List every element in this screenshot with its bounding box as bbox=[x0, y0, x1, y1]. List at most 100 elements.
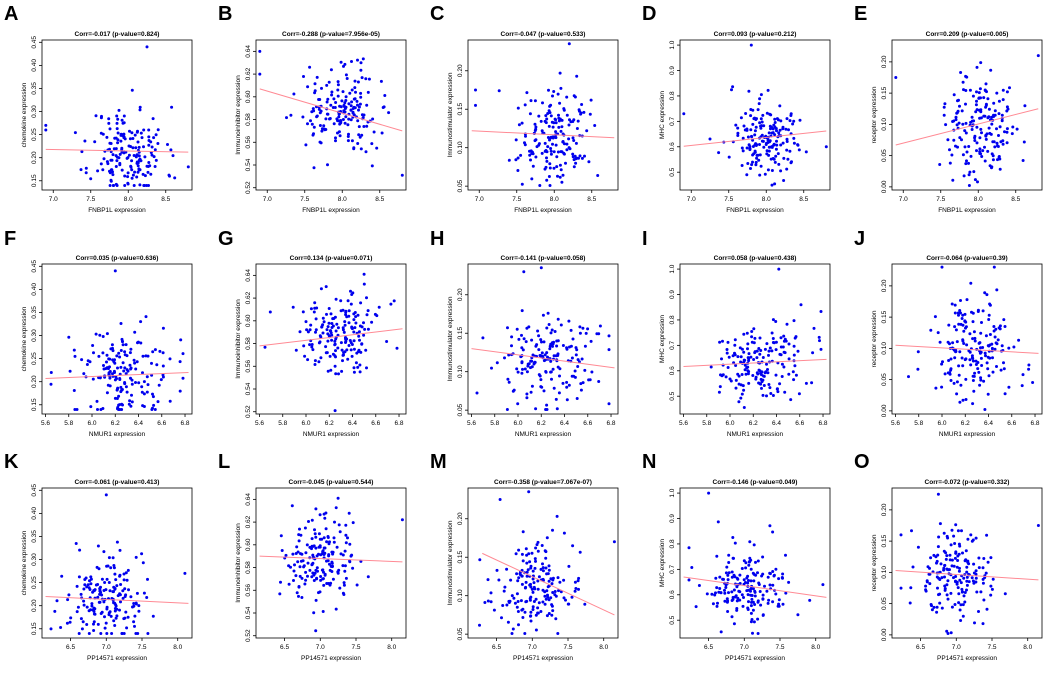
scatter-point bbox=[750, 618, 754, 621]
scatter-point bbox=[744, 566, 748, 570]
scatter-point bbox=[98, 333, 102, 337]
scatter-point bbox=[119, 365, 123, 369]
scatter-point bbox=[773, 160, 777, 164]
scatter-point bbox=[959, 603, 963, 607]
scatter-point bbox=[776, 390, 780, 394]
x-axis-label: FNBP1L expression bbox=[88, 207, 146, 214]
scatter-point bbox=[335, 545, 339, 549]
scatter-point bbox=[142, 184, 146, 187]
x-tick-label: 7.0 bbox=[49, 196, 58, 203]
scatter-point bbox=[119, 349, 123, 352]
scatter-point bbox=[774, 154, 778, 158]
scatter-point bbox=[352, 339, 356, 343]
scatter-point bbox=[347, 321, 351, 325]
scatter-point bbox=[899, 533, 903, 537]
scatter-point bbox=[979, 96, 982, 100]
scatter-point bbox=[772, 123, 776, 127]
scatter-point bbox=[580, 103, 584, 106]
scatter-point bbox=[313, 306, 317, 310]
scatter-point bbox=[740, 392, 744, 396]
scatter-point bbox=[781, 141, 785, 145]
scatter-point bbox=[554, 397, 558, 401]
scatter-point bbox=[313, 82, 317, 86]
scatter-point bbox=[507, 158, 511, 162]
scatter-point bbox=[751, 160, 754, 164]
scatter-point bbox=[997, 155, 1001, 158]
scatter-point bbox=[1001, 88, 1005, 92]
scatter-point bbox=[344, 309, 348, 313]
scatter-point bbox=[343, 62, 347, 66]
scatter-point bbox=[92, 351, 95, 355]
scatter-point bbox=[549, 147, 553, 150]
y-axis-label: MHC expression bbox=[659, 539, 666, 587]
scatter-point bbox=[781, 572, 785, 576]
scatter-point bbox=[728, 377, 732, 381]
scatter-point bbox=[742, 559, 746, 563]
scatter-point bbox=[337, 523, 341, 527]
scatter-point bbox=[953, 542, 957, 545]
scatter-point bbox=[82, 587, 86, 591]
scatter-point bbox=[733, 353, 737, 357]
x-tick-label: 7.5 bbox=[724, 196, 733, 203]
scatter-point bbox=[785, 167, 789, 171]
scatter-point bbox=[740, 373, 744, 376]
scatter-point bbox=[533, 566, 537, 570]
y-tick-label: 0.45 bbox=[31, 484, 38, 497]
scatter-point bbox=[153, 165, 157, 168]
scatter-point bbox=[105, 391, 109, 395]
scatter-point bbox=[757, 347, 761, 350]
scatter-point bbox=[117, 394, 121, 398]
scatter-point bbox=[357, 334, 361, 338]
scatter-point bbox=[955, 340, 959, 344]
scatter-point bbox=[318, 111, 322, 115]
scatter-point bbox=[525, 553, 529, 557]
scatter-point bbox=[120, 146, 124, 150]
scatter-point bbox=[1012, 345, 1016, 349]
scatter-point bbox=[520, 574, 524, 578]
scatter-point bbox=[986, 97, 990, 101]
scatter-point bbox=[114, 136, 118, 140]
scatter-point bbox=[72, 389, 76, 392]
y-tick-label: 0.20 bbox=[881, 55, 888, 68]
scatter-point bbox=[963, 312, 967, 316]
scatter-point bbox=[109, 566, 113, 570]
scatter-point bbox=[336, 326, 340, 330]
scatter-point bbox=[104, 493, 108, 497]
scatter-point bbox=[310, 537, 314, 541]
scatter-point bbox=[746, 356, 750, 360]
scatter-point bbox=[109, 168, 113, 172]
x-tick-label: 7.5 bbox=[936, 196, 945, 203]
scatter-point bbox=[100, 610, 104, 614]
scatter-point bbox=[336, 83, 340, 87]
scatter-point bbox=[969, 120, 973, 124]
scatter-point bbox=[183, 571, 187, 575]
scatter-point bbox=[332, 122, 336, 126]
scatter-point bbox=[300, 552, 304, 556]
scatter-point bbox=[569, 328, 573, 332]
scatter-point bbox=[780, 362, 784, 366]
scatter-point bbox=[115, 584, 119, 588]
scatter-point bbox=[123, 616, 127, 620]
scatter-point bbox=[516, 402, 520, 406]
y-tick-label: 1.0 bbox=[669, 40, 676, 49]
scatter-point bbox=[53, 609, 57, 613]
scatter-point bbox=[956, 99, 959, 103]
scatter-point bbox=[585, 129, 589, 133]
scatter-point bbox=[98, 592, 102, 596]
y-tick-label: 0.40 bbox=[31, 59, 38, 72]
scatter-point bbox=[567, 123, 571, 127]
scatter-point bbox=[967, 145, 971, 148]
scatter-point bbox=[519, 599, 523, 603]
scatter-point bbox=[138, 183, 142, 187]
y-tick-label: 0.05 bbox=[457, 627, 464, 640]
scatter-point bbox=[125, 626, 129, 630]
scatter-point bbox=[312, 579, 316, 582]
scatter-point bbox=[948, 371, 952, 375]
scatter-point bbox=[134, 381, 137, 384]
scatter-point bbox=[73, 408, 77, 411]
scatter-point bbox=[525, 91, 529, 95]
scatter-point bbox=[324, 117, 328, 121]
scatter-point bbox=[147, 135, 151, 139]
scatter-point bbox=[549, 359, 553, 363]
